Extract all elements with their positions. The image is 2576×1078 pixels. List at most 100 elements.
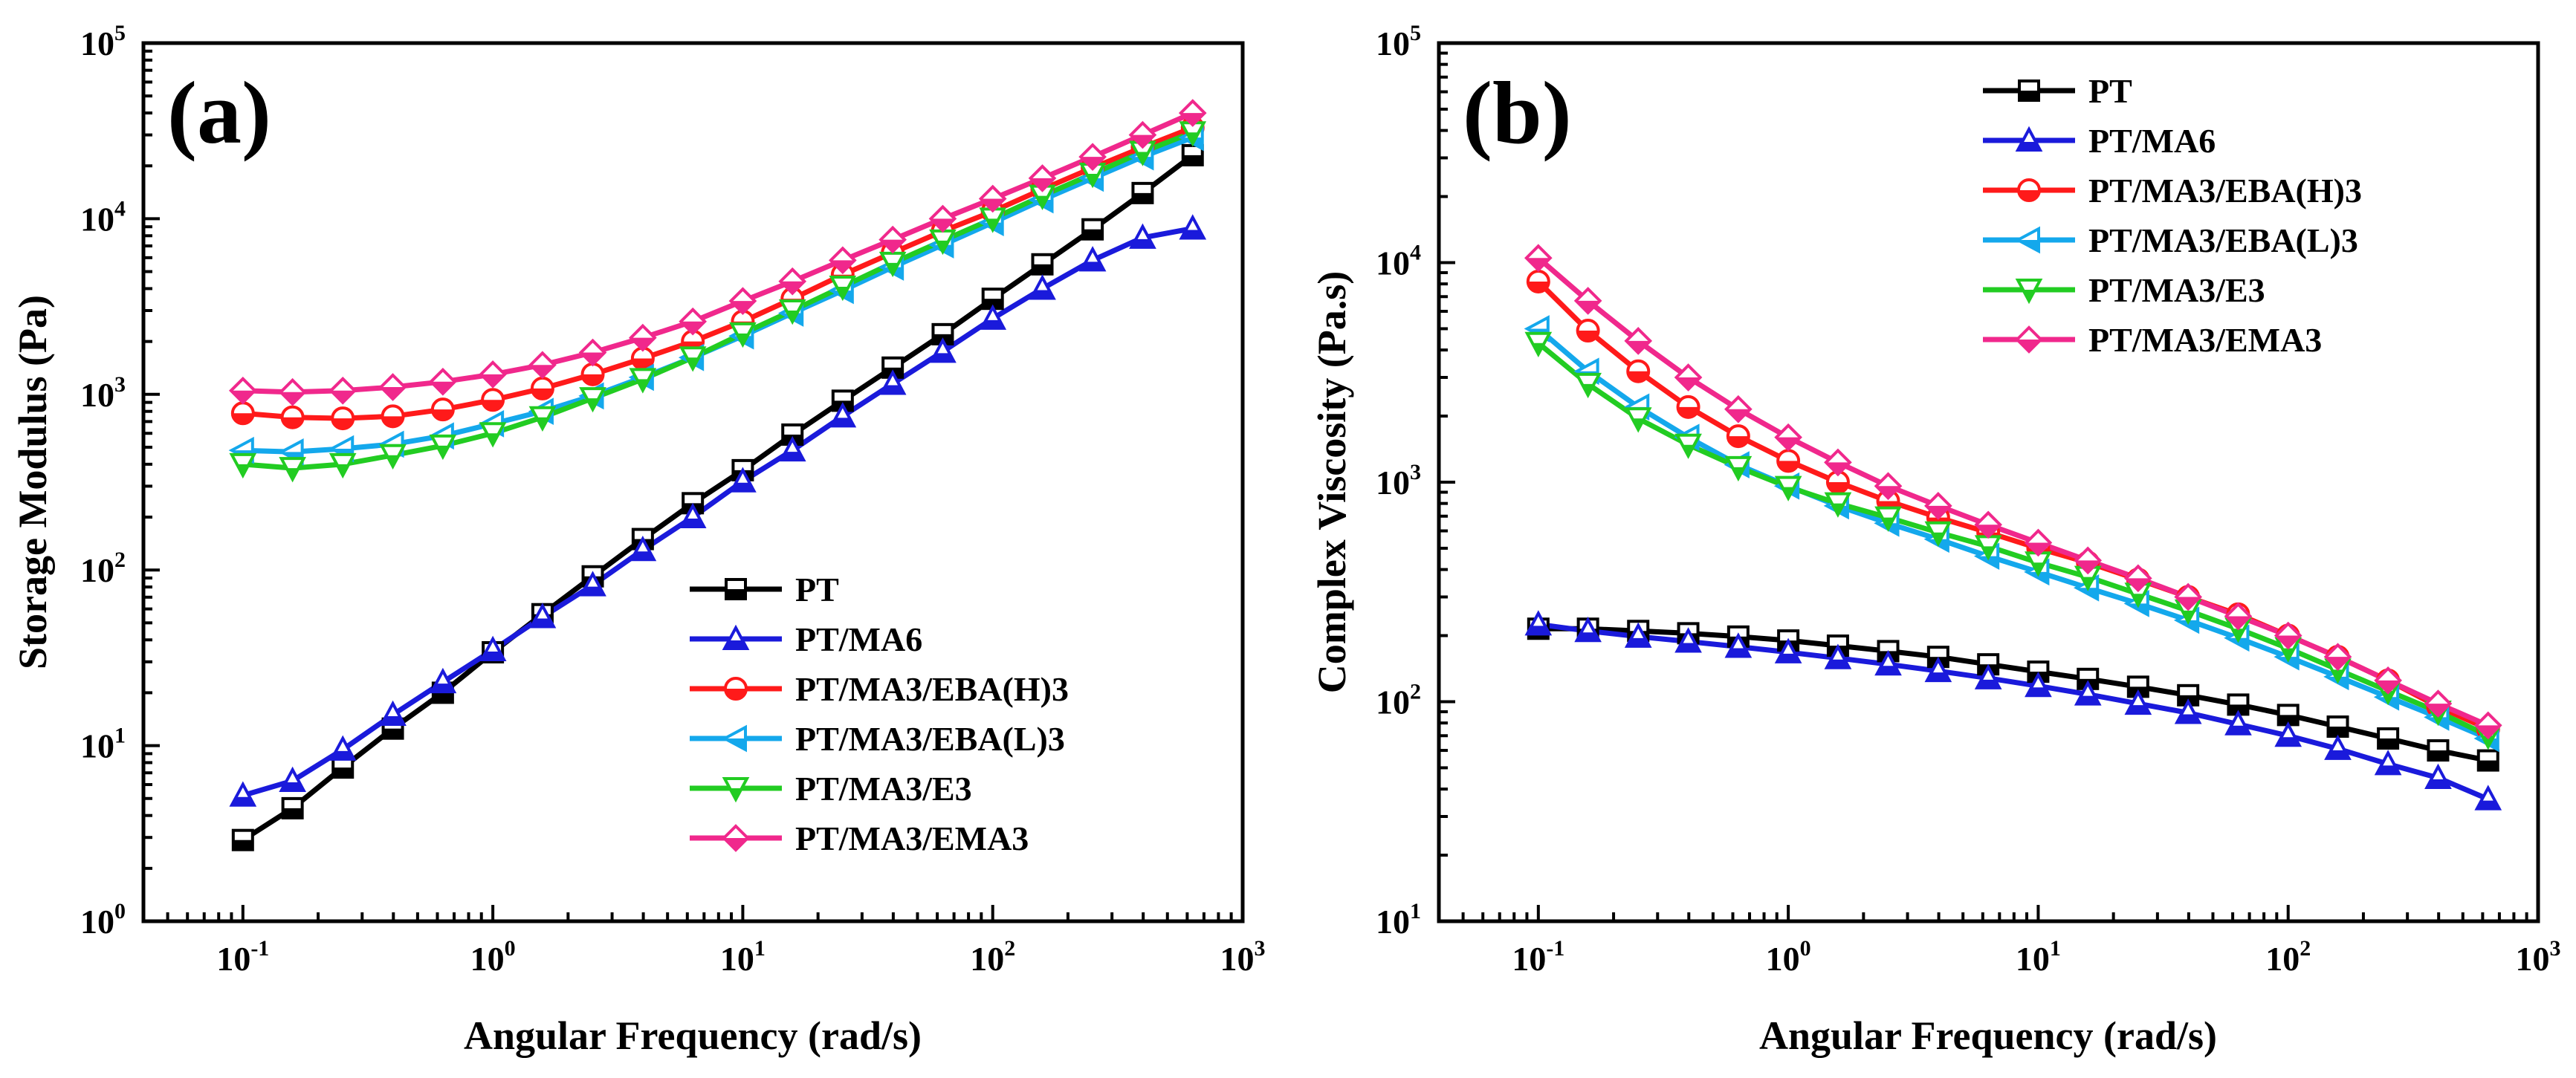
panel-a-legend-marker-pt-ma6-fill (725, 640, 746, 648)
panel-b-point-pt-ma3-ema3-fill (1576, 300, 1600, 313)
panel-a-y-tick-label: 102 (80, 548, 126, 589)
panel-a-axis-ticks (142, 42, 1244, 923)
panel-a-legend-label-pt: PT (795, 571, 839, 608)
panel-a-point-pt-ma3-eba-h-3-fill (232, 413, 253, 424)
panel-a-x-tick-label: 100 (470, 936, 516, 978)
panel-a-point-pt-ma3-e3-fill (436, 445, 450, 455)
panel-a-point-pt-ma6-fill (882, 385, 904, 393)
panel-a-point-pt-ma6-fill (432, 684, 453, 692)
panel-b-y-tick-label: 104 (1376, 241, 1421, 282)
panel-b-point-pt-ma6-fill (2077, 695, 2099, 704)
panel-a-point-pt-ma3-e3-fill (486, 433, 500, 444)
panel-b-point-pt-ma6-fill (2028, 687, 2049, 695)
panel-b-point-pt-fill (2228, 704, 2248, 715)
panel-b-point-pt-ma3-eba-h-3-fill (1677, 406, 1699, 418)
panel-a-point-pt-ma3-ema3-fill (280, 392, 305, 404)
panel-b-point-pt-ma6-fill (1978, 679, 1999, 687)
panel-a-point-pt-ma3-eba-h-3-fill (482, 400, 504, 411)
panel-a-point-pt-ma3-ema3-fill (481, 374, 505, 386)
panel-a-point-pt-ma6-fill (782, 452, 803, 460)
panel-b-point-pt-ma3-ema3-fill (2126, 578, 2150, 591)
panel-b-point-pt-ma3-ema3-fill (2026, 542, 2051, 555)
panel-b-point-pt-ma6-fill (1677, 643, 1699, 651)
panel-b-point-pt-ma3-ema3-fill (1926, 505, 1950, 518)
panel-b-legend-item-pt-ma3-ema3: PT/MA3/EMA3 (1983, 321, 2322, 359)
panel-b-point-pt-ma3-eba-h-3-fill (1577, 331, 1599, 342)
panel-b-point-pt-ma3-eba-l-3-fill (1980, 556, 1998, 566)
panel-b-point-pt-ma3-eba-l-3-fill (2080, 588, 2097, 598)
panel-a-point-pt-fill (433, 692, 453, 703)
panel-a-point-pt-ma6-fill (282, 782, 303, 790)
panel-b-point-pt-ma3-eba-l-3-fill (2030, 571, 2048, 582)
panel-b-point-pt-ma3-ema3-fill (2326, 657, 2350, 669)
panel-a-point-pt-ma6-fill (1032, 290, 1053, 298)
panel-b-point-pt-ma3-e3-fill (2481, 736, 2495, 746)
panel-a-point-pt-ma3-ema3-fill (430, 381, 455, 394)
panel-a-legend-item-pt: PT (690, 571, 839, 608)
panel-a-point-pt-fill (233, 840, 253, 850)
panel-b-legend-label-pt: PT (2088, 72, 2132, 110)
panel-a-point-pt-ma6-fill (1082, 262, 1104, 270)
panel-a-x-tick-label: 103 (1220, 936, 1266, 978)
panel-a-label: (a) (167, 63, 271, 162)
panel-b-point-pt-ma3-eba-h-3-fill (1827, 482, 1848, 493)
panel-a-series-markers (228, 99, 1207, 851)
panel-a-y-axis-title: Storage Modulus (Pa) (10, 295, 55, 669)
panel-a-point-pt-ma6-fill (832, 418, 853, 426)
panel-b-x-tick-label: 100 (1766, 936, 1811, 978)
panel-b-point-pt-ma3-e3-fill (1731, 467, 1745, 477)
panel-a-point-pt-ma3-e3-fill (835, 286, 850, 296)
panel-a-point-pt-fill (333, 767, 353, 778)
panel-b-point-pt-ma3-e3-fill (1631, 418, 1645, 429)
panel-a-point-pt-ma3-e3-fill (786, 311, 800, 321)
panel-b-point-pt-ma3-ema3-fill (2076, 560, 2100, 573)
panel-a-point-pt-ma6-fill (232, 796, 253, 805)
panel-a-point-pt-ma3-e3-fill (1035, 195, 1049, 206)
panel-b-legend-marker-pt-ma3-eba-l-3-fill (2021, 240, 2038, 250)
panel-b-legend-label-pt-ma3-ema3: PT/MA3/EMA3 (2088, 321, 2322, 359)
panel-a-point-pt-ma3-ema3-fill (1081, 157, 1105, 169)
panel-a-point-pt-ma3-e3-fill (386, 455, 400, 465)
panel-b-point-pt-ma3-ema3-fill (2276, 635, 2300, 648)
panel-a-point-pt-ma6-fill (582, 586, 603, 594)
panel-a-legend-item-pt-ma3-eba-l-3: PT/MA3/EBA(L)3 (690, 720, 1065, 758)
panel-b-point-pt-ma3-e3-fill (2181, 610, 2195, 620)
panel-b-point-pt-ma6-fill (1727, 648, 1749, 656)
panel-b-legend-item-pt: PT (1983, 72, 2132, 110)
panel-a-point-pt-ma6-fill (1132, 238, 1153, 247)
panel-b-x-tick-label: 103 (2516, 936, 2561, 978)
panel-a-point-pt-ma3-ema3-fill (230, 390, 255, 403)
panel-b-point-pt-ma6-fill (2127, 705, 2149, 713)
panel-b-point-pt-ma3-ema3-fill (1976, 525, 2001, 537)
panel-b-point-pt-fill (2328, 727, 2348, 737)
panel-b-point-pt-ma6-fill (2178, 714, 2199, 722)
panel-b-point-pt-ma3-e3-fill (1981, 546, 1996, 556)
panel-a-point-pt-ma6-fill (482, 651, 504, 659)
panel-a-point-pt-fill (983, 299, 1003, 309)
panel-a-point-pt-ma3-e3-fill (886, 262, 900, 273)
panel-a-x-axis-title: Angular Frequency (rad/s) (464, 1013, 922, 1058)
panel-b-y-tick-label: 102 (1376, 680, 1421, 721)
panel-a-point-pt-ma3-e3-fill (1136, 152, 1150, 162)
panel-b-point-pt-ma3-e3-fill (1581, 383, 1595, 394)
panel-b-point-pt-ma6-fill (2277, 737, 2299, 745)
panel-b-point-pt-ma3-e3-fill (2331, 669, 2345, 680)
panel-a-legend: PT PT/MA6 PT/MA3/EBA(H)3 PT/MA3/EBA(L)3 PT/M… (690, 571, 1069, 857)
panel-a-point-pt-ma6-fill (932, 353, 954, 361)
panel-b-point-pt-fill (2278, 715, 2298, 725)
panel-a-legend-label-pt-ma3-e3: PT/MA3/E3 (795, 770, 972, 808)
panel-b-point-pt-ma6-fill (2327, 750, 2349, 758)
panel-a-point-pt-ma3-ema3-fill (1030, 178, 1055, 190)
panel-a-point-pt-ma6-fill (632, 551, 653, 559)
panel-b-point-pt-fill (2378, 738, 2398, 748)
panel-b-point-pt-ma3-ema3-fill (2176, 597, 2201, 609)
panel-a-point-pt-ma3-eba-h-3-fill (632, 358, 653, 369)
panel-a-point-pt-ma6-fill (732, 482, 754, 490)
panel-a-point-pt-ma3-ema3-fill (881, 239, 905, 252)
panel-a-point-pt-fill (282, 808, 302, 818)
panel-a-point-pt-ma6-fill (1182, 230, 1203, 238)
panel-a-legend-label-pt-ma3-ema3: PT/MA3/EMA3 (795, 819, 1029, 857)
panel-a-legend-marker-pt-fill (726, 589, 745, 599)
panel-b-x-tick-label: 10-1 (1512, 936, 1564, 978)
panel-b-point-pt-ma3-eba-h-3-fill (1628, 371, 1649, 382)
